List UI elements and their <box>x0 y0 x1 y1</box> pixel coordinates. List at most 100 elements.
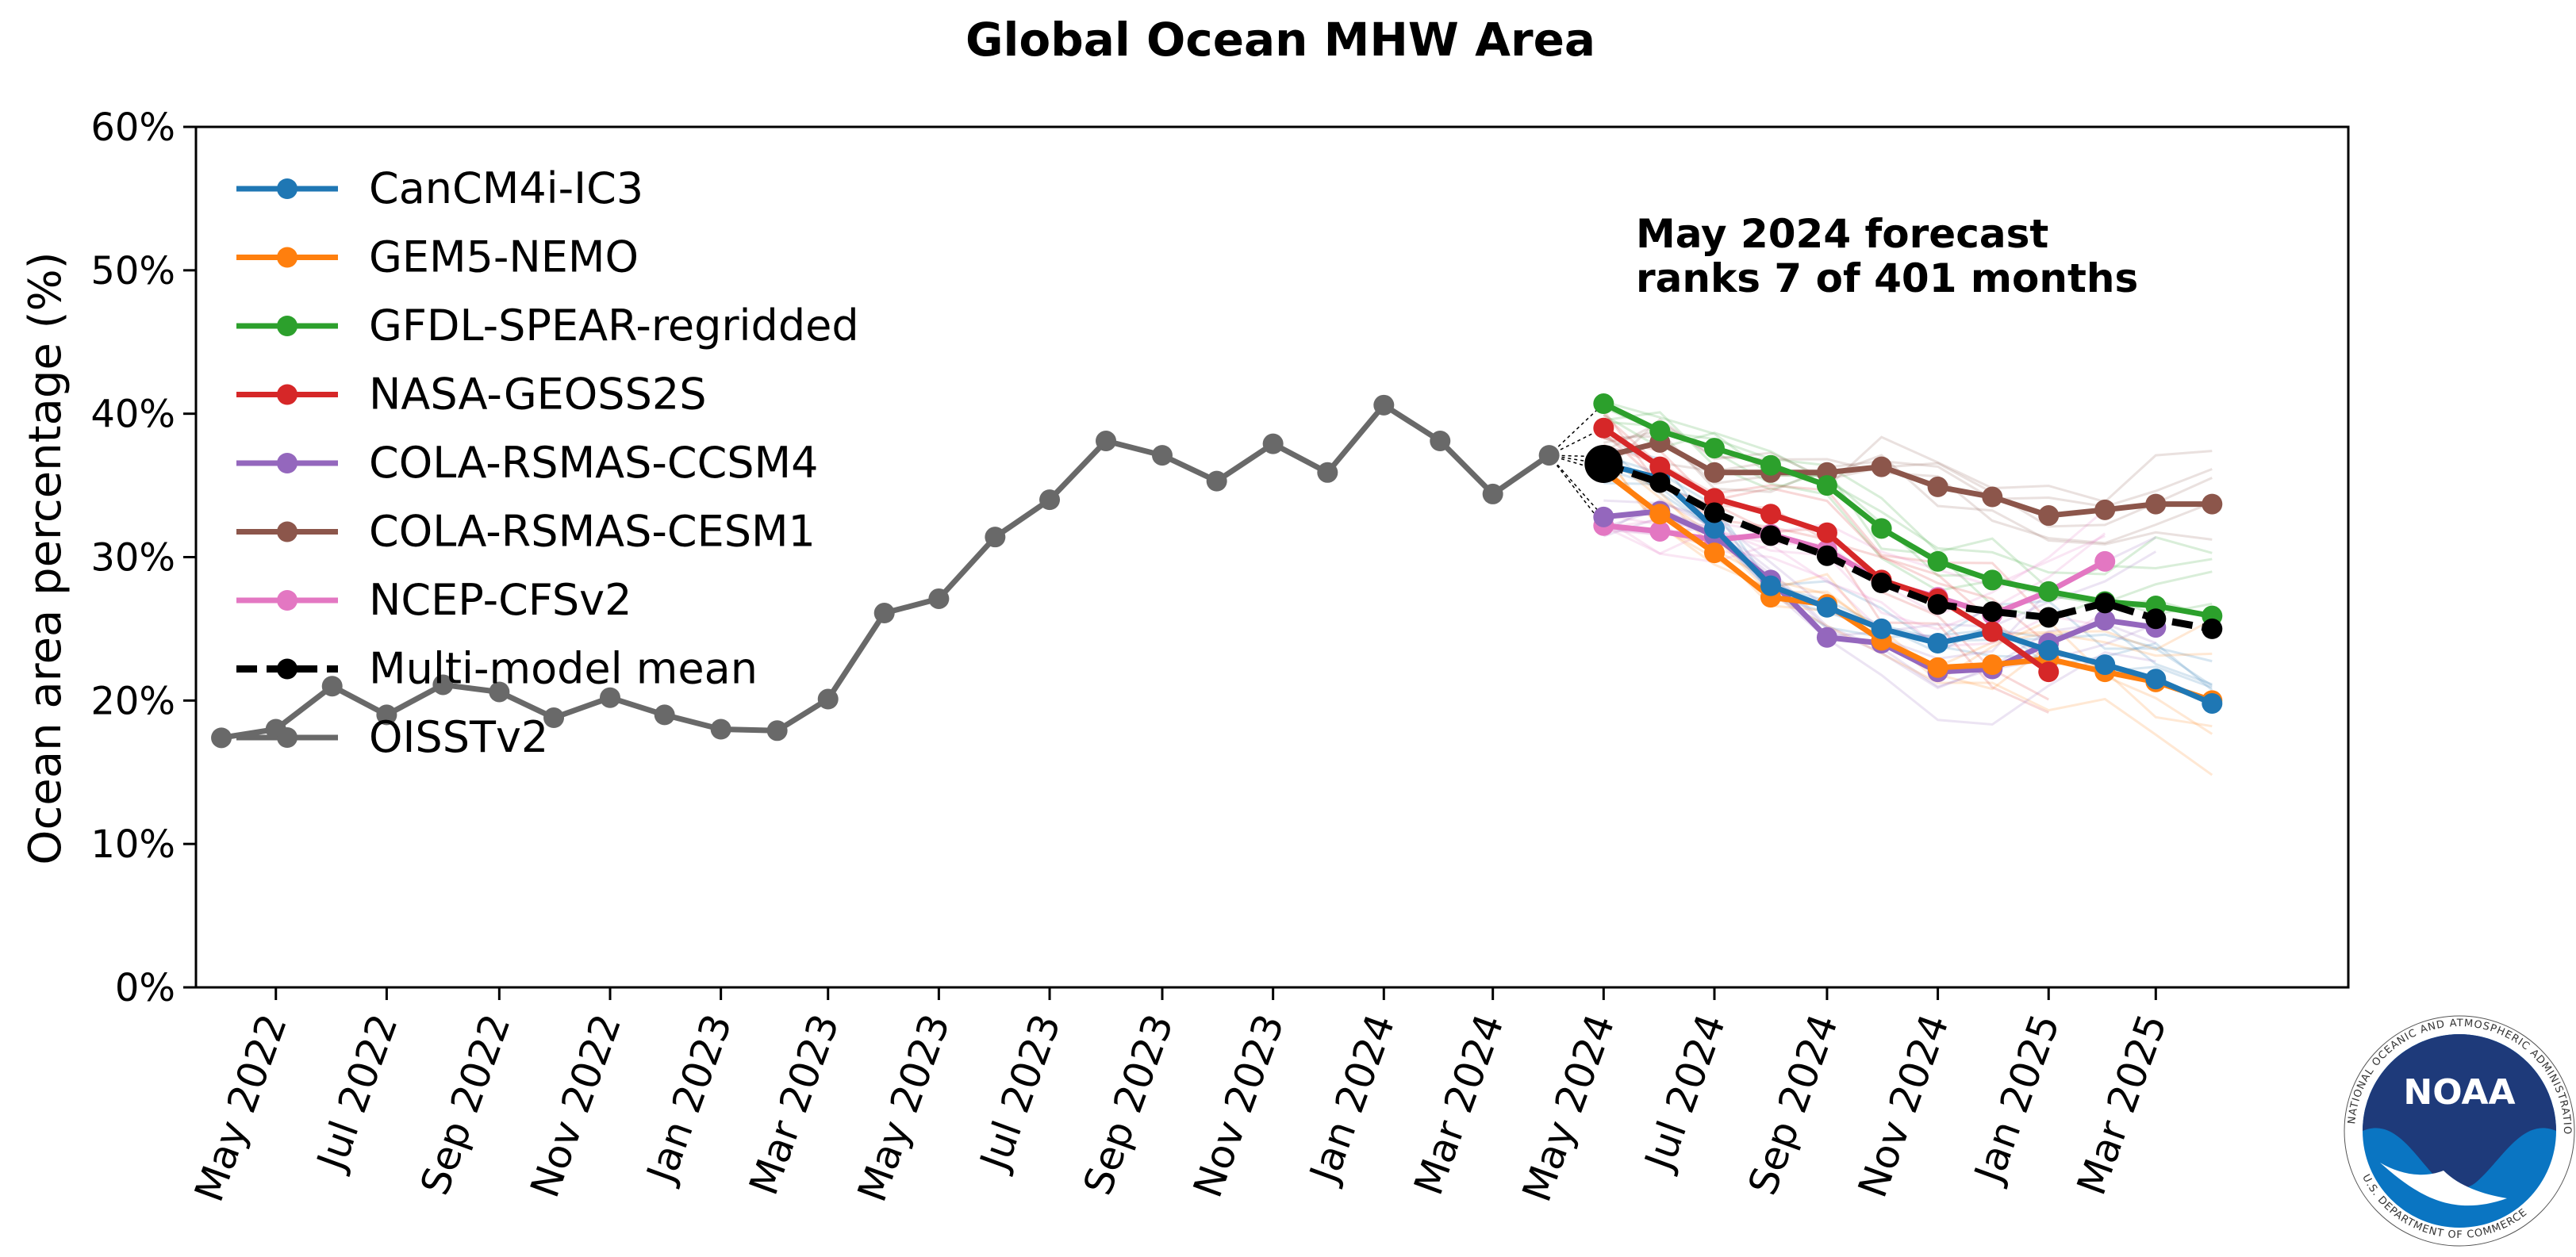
x-tick-label: Jan 2024 <box>1300 1008 1404 1190</box>
x-tick-label: Sep 2022 <box>412 1008 520 1201</box>
series-oisstv2 <box>211 394 1560 749</box>
legend-item-nasa-geoss2s: NASA-GEOSS2S <box>236 370 707 420</box>
legend-item-oisstv2: OISSTv2 <box>236 712 548 762</box>
data-point <box>2094 550 2116 572</box>
data-point <box>1262 433 1284 454</box>
series-multi-model-mean <box>1584 444 2223 639</box>
data-point <box>985 527 1006 548</box>
data-point <box>2038 505 2060 527</box>
x-tick-label: Jan 2025 <box>1965 1008 2069 1190</box>
y-tick-label: 40% <box>90 393 175 437</box>
data-point <box>1039 489 1061 511</box>
forecast-connector <box>1549 454 1604 518</box>
data-point <box>1816 522 1837 543</box>
data-point <box>1816 545 1837 566</box>
data-point <box>1982 621 2003 642</box>
legend-marker <box>277 316 298 336</box>
data-point <box>1871 456 1892 477</box>
data-point <box>2094 592 2116 614</box>
y-tick-label: 50% <box>90 249 175 293</box>
legend-label: NASA-GEOSS2S <box>369 370 707 420</box>
data-point <box>1703 518 1725 539</box>
data-point <box>1927 633 1948 653</box>
data-point <box>1816 475 1837 496</box>
x-tick-label: Sep 2024 <box>1740 1008 1848 1201</box>
data-point <box>766 720 788 742</box>
x-axis: May 2022 Jul 2022 Sep 2022 Nov 2022 Jan 2023… <box>186 987 2176 1208</box>
data-point <box>1927 657 1948 678</box>
legend-item-gem5-nemo: GEM5-NEMO <box>236 232 639 282</box>
data-point <box>710 719 731 740</box>
y-axis: 0% 10% 20% 30% 40% 50% 60% <box>90 105 196 1010</box>
x-tick-label: Mar 2023 <box>740 1008 848 1201</box>
legend-label: OISSTv2 <box>369 712 548 762</box>
data-point <box>1871 618 1892 639</box>
legend-item-cola-rsmas-ccsm4: COLA-RSMAS-CCSM4 <box>236 438 819 488</box>
legend-label: COLA-RSMAS-CESM1 <box>369 507 816 557</box>
data-point <box>2094 499 2116 520</box>
data-point <box>1703 502 1725 523</box>
data-point <box>1982 486 2003 508</box>
data-point <box>654 704 675 726</box>
data-point <box>2145 669 2167 690</box>
data-point <box>2038 581 2060 602</box>
legend-label: NCEP-CFSv2 <box>369 575 632 625</box>
data-point <box>211 727 232 749</box>
data-point <box>1816 596 1837 618</box>
y-tick-label: 30% <box>90 536 175 581</box>
y-tick-label: 10% <box>90 822 175 867</box>
data-point <box>489 681 510 703</box>
data-point <box>2094 610 2116 631</box>
x-tick-label: Mar 2025 <box>2068 1008 2176 1201</box>
data-point <box>2202 493 2223 515</box>
series-layer <box>211 393 2223 749</box>
legend-item-cola-rsmas-cesm1: COLA-RSMAS-CESM1 <box>236 507 816 557</box>
x-tick-label: Nov 2024 <box>1849 1008 1958 1203</box>
y-axis-label: Ocean area percentage (%) <box>20 251 71 864</box>
ensemble-member-line <box>1603 525 2106 631</box>
legend-item-ncep-cfsv2: NCEP-CFSv2 <box>236 575 632 625</box>
legend-item-cancm4i-ic3: CanCM4i-IC3 <box>236 163 643 213</box>
data-point <box>1593 506 1614 527</box>
legend-marker <box>277 178 298 199</box>
x-tick-label: Nov 2022 <box>521 1008 630 1203</box>
data-point <box>321 676 343 697</box>
ensemble-member-line <box>1603 516 2106 648</box>
x-tick-label: Sep 2023 <box>1075 1008 1183 1201</box>
data-point <box>1206 470 1227 492</box>
data-point <box>873 603 895 624</box>
legend: CanCM4i-IC3 GEM5-NEMO GFDL-SPEAR-regridded… <box>236 163 859 762</box>
legend-label: COLA-RSMAS-CCSM4 <box>369 438 819 488</box>
x-tick-label: Jul 2022 <box>308 1008 407 1178</box>
data-point <box>1703 438 1725 459</box>
plot-frame <box>194 125 2350 989</box>
data-point <box>2038 640 2060 661</box>
data-point <box>2202 618 2223 639</box>
x-tick-label: May 2023 <box>849 1008 959 1207</box>
data-point <box>1760 504 1781 525</box>
data-point <box>599 687 620 708</box>
data-point <box>1927 594 1948 615</box>
y-tick-label: 0% <box>115 966 175 1010</box>
data-point <box>1982 654 2003 676</box>
series-nasa-geoss2s <box>1593 417 2060 683</box>
data-point <box>1703 462 1725 483</box>
data-point <box>1430 431 1451 452</box>
y-tick-label: 20% <box>90 679 175 723</box>
x-tick-label: May 2022 <box>186 1008 296 1207</box>
data-point <box>1649 420 1671 442</box>
data-point <box>1982 601 2003 623</box>
data-point <box>1096 431 1117 452</box>
data-point <box>1649 456 1671 477</box>
annotation-line-1: May 2024 forecast <box>1636 211 2048 257</box>
legend-marker <box>277 521 298 542</box>
data-point <box>1760 525 1781 546</box>
legend-marker <box>277 727 298 748</box>
data-point <box>2145 493 2167 515</box>
x-tick-label: Mar 2024 <box>1405 1008 1513 1201</box>
data-point <box>1816 627 1837 648</box>
data-point <box>543 707 565 729</box>
data-point <box>1317 462 1338 483</box>
legend-marker <box>277 590 298 611</box>
